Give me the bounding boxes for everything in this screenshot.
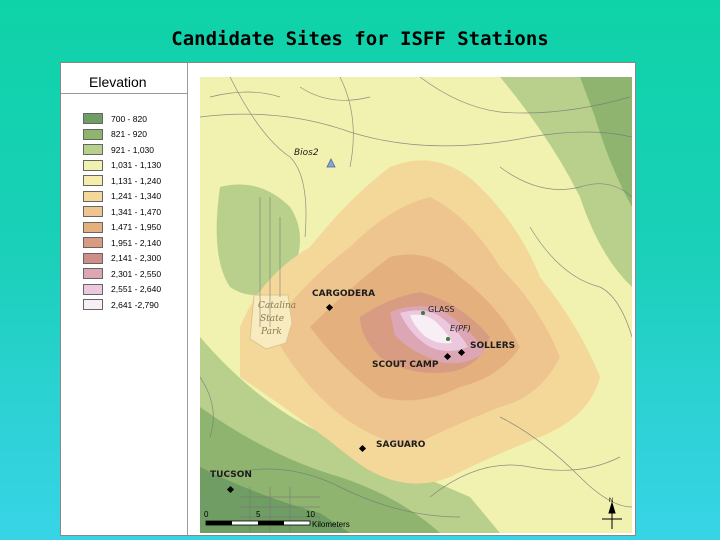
legend-swatch — [83, 206, 103, 218]
epf-site-marker[interactable] — [446, 337, 450, 341]
legend-item: 700 - 820 — [83, 111, 161, 127]
glass-label: GLASS — [428, 305, 454, 314]
legend-item: 1,341 - 1,470 — [83, 204, 161, 220]
legend-label: 1,031 - 1,130 — [111, 160, 162, 171]
legend-item: 1,951 - 2,140 — [83, 235, 161, 251]
bios2-label: Bios2 — [294, 148, 319, 158]
legend-label: 700 - 820 — [111, 113, 147, 124]
scale-tick-0: 0 — [204, 510, 209, 519]
north-label: N — [609, 498, 613, 504]
elevation-legend: Elevation 700 - 820 821 - 920 921 - 1,030 1… — [61, 63, 188, 535]
legend-swatch — [83, 159, 103, 171]
legend-label: 1,341 - 1,470 — [111, 206, 162, 217]
terrain-zone — [580, 77, 632, 207]
scale-tick-5: 5 — [256, 510, 261, 519]
legend-item: 1,031 - 1,130 — [83, 158, 161, 174]
legend-item: 2,641 -2,790 — [83, 297, 161, 313]
map-panel: Elevation 700 - 820 821 - 920 921 - 1,030 1… — [60, 62, 636, 536]
legend-header: Elevation — [61, 63, 187, 94]
legend-swatch — [83, 221, 103, 233]
legend-label: 1,471 - 1,950 — [111, 222, 162, 233]
slide-title: Candidate Sites for ISFF Stations — [171, 28, 549, 50]
sollers-site-marker[interactable] — [457, 348, 466, 357]
legend-item: 1,471 - 1,950 — [83, 220, 161, 236]
legend-swatch — [83, 113, 103, 125]
legend-swatch — [83, 299, 103, 311]
glass-site-marker[interactable] — [421, 311, 425, 315]
legend-swatch — [83, 175, 103, 187]
terrain-zone — [216, 184, 300, 295]
elevation-map[interactable]: Bios2 CARGODERA GLASS E(PF) SOLLERS SCOU… — [200, 77, 632, 533]
legend-swatch — [83, 268, 103, 280]
tucson-site-marker[interactable] — [226, 485, 235, 494]
site-markers — [226, 303, 466, 494]
cargodera-label: CARGODERA — [312, 289, 375, 299]
legend-swatch — [83, 283, 103, 295]
legend-item: 821 - 920 — [83, 127, 161, 143]
map-canvas: Bios2 CARGODERA GLASS E(PF) SOLLERS SCOU… — [200, 77, 632, 533]
legend-item: 921 - 1,030 — [83, 142, 161, 158]
scale-bar: 0 5 10 Kilometers — [204, 510, 350, 529]
sollers-label: SOLLERS — [470, 341, 515, 351]
legend-item: 1,131 - 1,240 — [83, 173, 161, 189]
scale-unit: Kilometers — [312, 520, 350, 529]
legend-label: 2,301 - 2,550 — [111, 268, 162, 279]
terrain-zone — [200, 467, 350, 533]
legend-label: 1,241 - 1,340 — [111, 191, 162, 202]
road-network — [200, 77, 632, 533]
legend-item: 2,141 - 2,300 — [83, 251, 161, 267]
legend-label: 2,141 - 2,300 — [111, 253, 162, 264]
legend-item: 2,301 - 2,550 — [83, 266, 161, 282]
legend-label: 2,641 -2,790 — [111, 299, 159, 310]
catalina-state-park — [249, 294, 293, 350]
legend-item: 2,551 - 2,640 — [83, 282, 161, 298]
legend-label: 2,551 - 2,640 — [111, 284, 162, 295]
legend-label: 921 - 1,030 — [111, 144, 155, 155]
cargodera-site-marker[interactable] — [325, 303, 334, 312]
legend-swatch — [83, 237, 103, 249]
saguaro-label: SAGUARO — [376, 440, 426, 450]
legend-label: 821 - 920 — [111, 129, 147, 140]
park-label-line1: Catalina — [258, 301, 296, 311]
legend-item: 1,241 - 1,340 — [83, 189, 161, 205]
tucson-label: TUCSON — [210, 470, 252, 480]
legend-label: 1,131 - 1,240 — [111, 175, 162, 186]
legend-swatch — [83, 252, 103, 264]
legend-label: 1,951 - 2,140 — [111, 237, 162, 248]
epf-label: E(PF) — [450, 324, 471, 333]
north-arrow-icon: N — [602, 498, 622, 529]
legend-swatch — [83, 128, 103, 140]
park-label-line2: State — [260, 314, 284, 324]
legend-swatch — [83, 144, 103, 156]
scout-camp-label: SCOUT CAMP — [372, 360, 439, 370]
legend-list: 700 - 820 821 - 920 921 - 1,030 1,031 - 1,1… — [83, 111, 161, 313]
bios2-site-marker[interactable] — [326, 158, 336, 168]
scout-camp-site-marker[interactable] — [443, 352, 452, 361]
park-label-line3: Park — [260, 327, 282, 337]
legend-title: Elevation — [89, 74, 147, 90]
saguaro-site-marker[interactable] — [358, 444, 367, 453]
legend-swatch — [83, 190, 103, 202]
terrain-zone — [410, 314, 452, 344]
scale-tick-10: 10 — [306, 510, 315, 519]
